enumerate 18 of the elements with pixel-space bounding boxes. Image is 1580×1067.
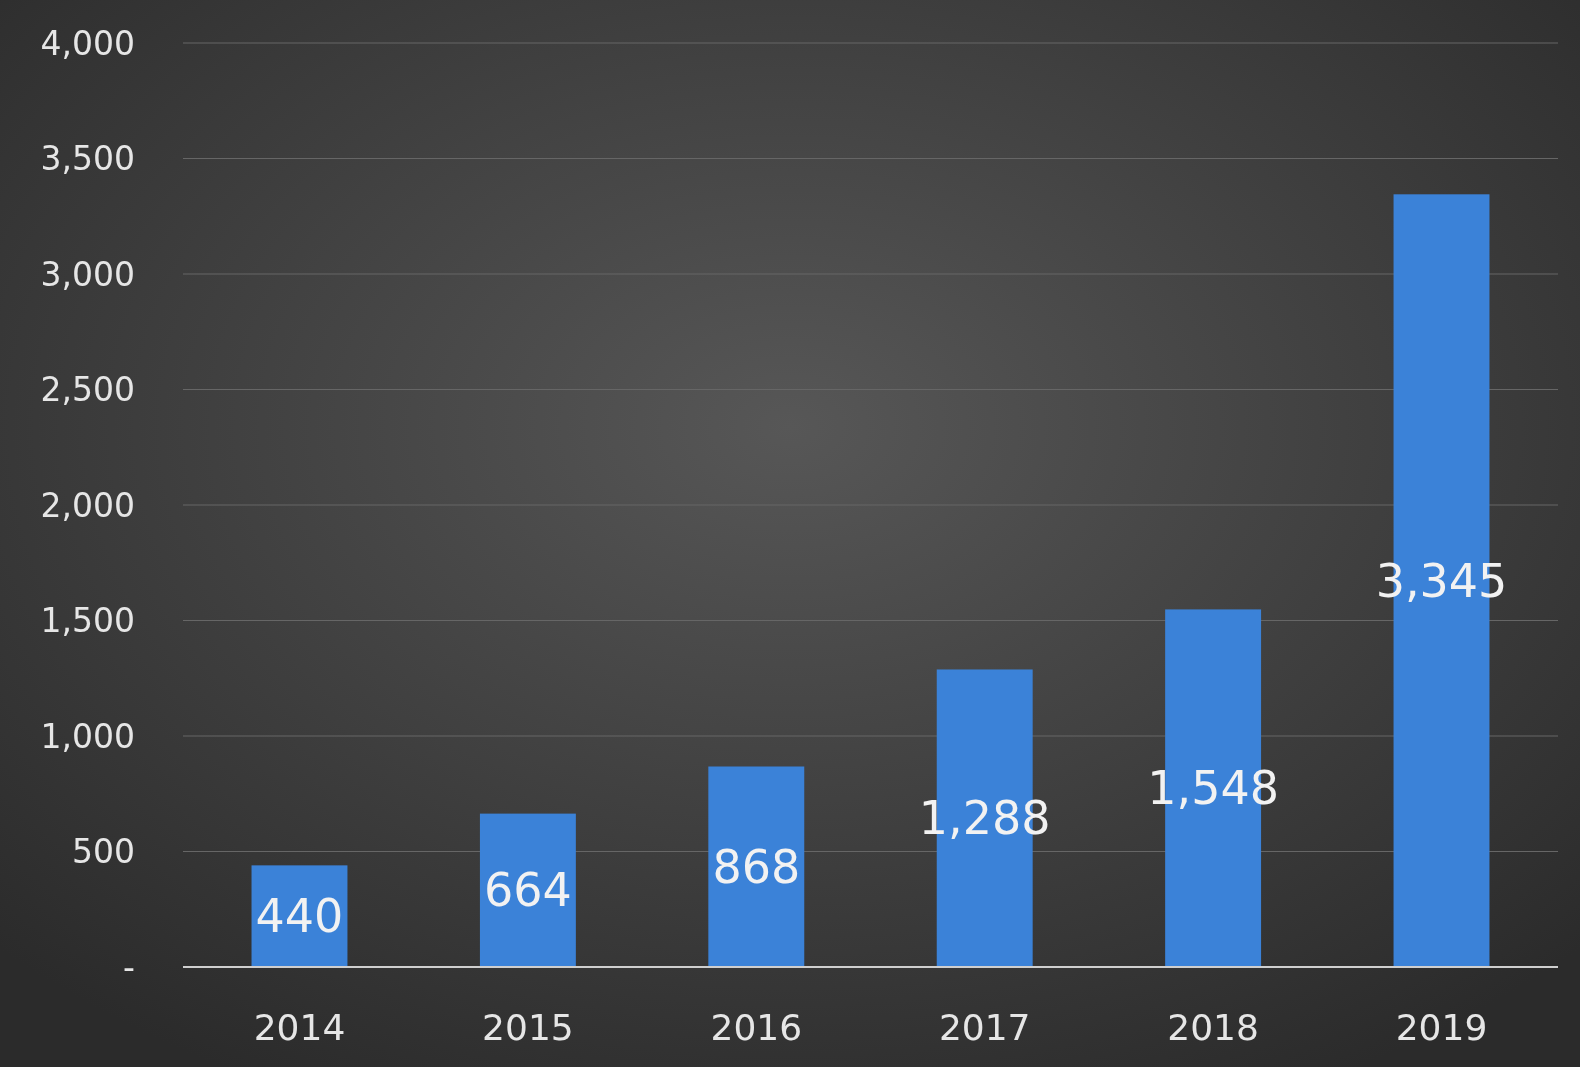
x-tick-label: 2016 [710,1006,803,1048]
data-label: 868 [712,839,801,894]
x-tick-label: 2018 [1167,1006,1259,1048]
data-label: 664 [483,863,572,918]
x-tick-label: 2017 [938,1006,1031,1048]
y-tick-label: 1,000 [40,716,135,756]
y-tick-label: 500 [72,832,135,872]
y-tick-label: 3,500 [40,139,135,179]
y-tick-label: 1,500 [40,601,135,641]
y-tick-label: 2,000 [40,485,135,525]
data-label: 440 [255,889,344,944]
x-tick-label: 2015 [482,1006,574,1048]
y-tick-label: 2,500 [40,370,135,410]
x-tick-label: 2019 [1395,1006,1488,1048]
x-tick-label: 2014 [253,1006,346,1048]
y-tick-label: - [123,947,135,987]
y-tick-label: 3,000 [40,254,135,294]
y-tick-label: 4,000 [40,23,135,63]
